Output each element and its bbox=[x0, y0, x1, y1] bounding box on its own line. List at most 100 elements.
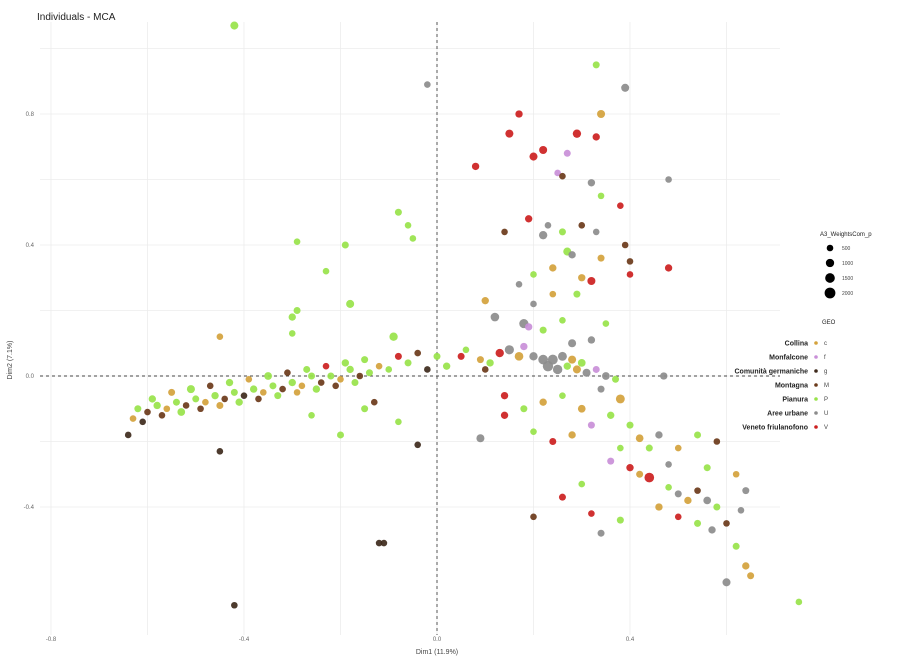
data-point bbox=[549, 264, 557, 272]
data-point bbox=[457, 352, 465, 360]
data-point bbox=[177, 408, 186, 416]
data-point bbox=[552, 364, 563, 375]
data-point bbox=[578, 480, 586, 488]
data-point bbox=[409, 235, 417, 242]
data-point bbox=[486, 359, 494, 367]
data-point bbox=[279, 385, 286, 393]
data-point bbox=[708, 526, 716, 534]
data-point bbox=[394, 208, 402, 216]
x-axis-label: Dim1 (11.9%) bbox=[416, 649, 458, 656]
data-point bbox=[626, 271, 634, 278]
data-point bbox=[186, 385, 195, 394]
color-legend-code: f bbox=[824, 355, 826, 361]
data-point bbox=[433, 352, 441, 360]
color-legend-code: c bbox=[824, 341, 827, 347]
data-point bbox=[563, 149, 571, 157]
data-point bbox=[674, 513, 682, 521]
data-point bbox=[592, 365, 600, 373]
data-point bbox=[153, 401, 161, 410]
data-point bbox=[674, 444, 682, 452]
data-point bbox=[245, 375, 253, 383]
data-point bbox=[578, 274, 586, 282]
y-axis-label: Dim2 (7.1%) bbox=[7, 341, 14, 380]
data-point bbox=[587, 179, 596, 187]
color-legend-label: Monfalcone bbox=[769, 355, 808, 362]
data-point bbox=[346, 299, 355, 308]
data-point bbox=[274, 392, 282, 400]
legend: A3_WeightsCom_p GEO 500 1000 1500 2000 Colli… bbox=[734, 232, 872, 432]
data-points bbox=[124, 21, 803, 609]
data-point bbox=[351, 379, 359, 387]
data-point bbox=[395, 418, 402, 426]
data-point bbox=[636, 470, 644, 478]
data-point bbox=[317, 379, 325, 386]
data-point bbox=[249, 385, 258, 393]
data-point bbox=[664, 264, 673, 272]
data-point bbox=[572, 129, 582, 138]
gridlines bbox=[40, 22, 780, 635]
data-point bbox=[520, 405, 528, 413]
data-point bbox=[549, 437, 557, 446]
data-point bbox=[336, 431, 345, 439]
data-point bbox=[124, 431, 132, 439]
data-point bbox=[216, 401, 224, 409]
data-point bbox=[288, 378, 296, 387]
size-legend-label: 2000 bbox=[842, 291, 853, 297]
data-point bbox=[544, 222, 552, 229]
data-point bbox=[713, 503, 721, 511]
data-point bbox=[524, 323, 533, 331]
data-point bbox=[684, 496, 692, 505]
data-point bbox=[424, 366, 431, 373]
color-legend-code: V bbox=[824, 425, 828, 431]
data-point bbox=[795, 598, 803, 606]
data-point bbox=[337, 375, 344, 383]
x-tick-label: 0.4 bbox=[626, 637, 635, 643]
data-point bbox=[361, 356, 369, 364]
data-point bbox=[490, 312, 500, 322]
color-legend-code: g bbox=[824, 369, 827, 375]
data-point bbox=[230, 388, 238, 396]
data-point bbox=[597, 529, 605, 537]
data-point bbox=[235, 398, 243, 406]
data-point bbox=[539, 398, 547, 406]
data-point bbox=[414, 349, 422, 357]
data-point bbox=[298, 382, 306, 390]
data-point bbox=[322, 267, 330, 275]
data-point bbox=[539, 146, 548, 155]
data-point bbox=[356, 372, 364, 380]
data-point bbox=[442, 362, 451, 370]
data-point bbox=[558, 228, 566, 236]
data-point bbox=[617, 202, 624, 209]
data-point bbox=[549, 290, 557, 298]
data-point bbox=[206, 382, 214, 390]
size-legend-label: 500 bbox=[842, 246, 851, 252]
data-point bbox=[211, 391, 219, 400]
data-point bbox=[655, 431, 663, 439]
data-point bbox=[346, 365, 354, 374]
data-point bbox=[361, 405, 369, 413]
data-point bbox=[515, 110, 523, 118]
data-point bbox=[515, 281, 523, 288]
data-point bbox=[471, 162, 480, 171]
data-point bbox=[577, 359, 586, 367]
data-point bbox=[588, 510, 595, 517]
data-point bbox=[694, 519, 702, 527]
data-point bbox=[500, 391, 509, 400]
data-point bbox=[530, 428, 537, 435]
data-point bbox=[612, 375, 620, 383]
size-legend-dot bbox=[824, 287, 836, 299]
data-point bbox=[737, 506, 745, 514]
data-point bbox=[665, 176, 672, 183]
data-point bbox=[404, 222, 412, 229]
data-point bbox=[626, 464, 634, 472]
data-point bbox=[312, 385, 321, 393]
y-tick-label: 0.0 bbox=[26, 374, 35, 380]
data-point bbox=[559, 172, 566, 180]
color-legend-label: Collina bbox=[785, 341, 808, 348]
data-point bbox=[615, 394, 625, 404]
data-point bbox=[538, 231, 548, 240]
data-point bbox=[462, 346, 470, 354]
color-legend-label: Pianura bbox=[782, 397, 808, 404]
color-legend-label: Aree urbane bbox=[767, 411, 808, 418]
